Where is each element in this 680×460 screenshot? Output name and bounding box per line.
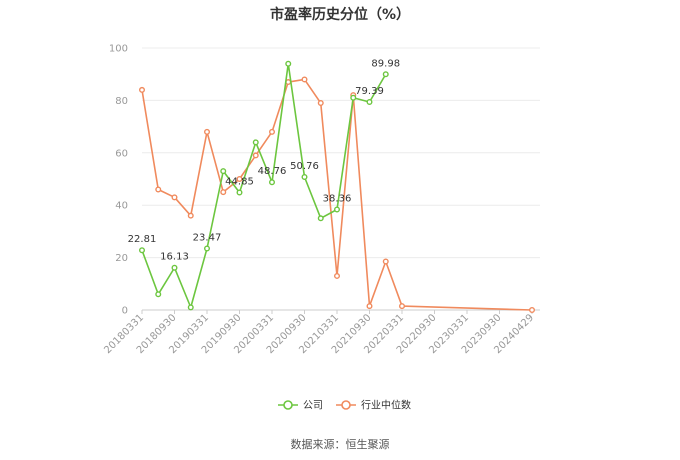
data-label: 48.76 xyxy=(258,166,287,177)
series-line-company xyxy=(141,62,387,309)
company-point xyxy=(171,264,178,271)
industry-median-point xyxy=(317,100,324,107)
industry-median-point xyxy=(155,186,162,193)
industry-median-point xyxy=(252,152,259,159)
company-point xyxy=(301,174,308,181)
company-point xyxy=(269,179,276,186)
industry-median-point xyxy=(138,86,145,93)
data-label: 44.85 xyxy=(225,176,254,187)
chart-legend: 公司 行业中位数 xyxy=(278,399,411,412)
data-label: 16.13 xyxy=(160,252,189,263)
data-label: 38.36 xyxy=(323,193,352,204)
y-tick-label: 60 xyxy=(115,148,128,159)
company-point xyxy=(252,139,259,146)
company-point xyxy=(155,291,162,298)
y-tick-label: 40 xyxy=(115,201,128,212)
industry-median-point xyxy=(399,303,406,310)
chart-title: 市盈率历史分位（%） xyxy=(269,7,411,23)
data-label: 23.47 xyxy=(193,233,222,244)
legend-industry-median: 行业中位数 xyxy=(336,399,411,412)
industry-median-point xyxy=(301,76,308,83)
industry-median-point xyxy=(382,258,389,265)
industry-median-point xyxy=(334,272,341,279)
series-line-industry-median xyxy=(141,78,533,311)
company-point xyxy=(236,189,243,196)
legend-company: 公司 xyxy=(278,400,323,412)
industry-median-point xyxy=(236,175,243,182)
company-point xyxy=(220,168,227,175)
industry-median-point xyxy=(203,128,210,135)
company-point xyxy=(382,71,389,78)
company-point xyxy=(350,94,357,101)
y-tick-label: 0 xyxy=(122,306,128,317)
company-point xyxy=(187,304,194,311)
company-point xyxy=(285,60,292,67)
data-label: 89.98 xyxy=(371,58,400,69)
industry-median-point xyxy=(529,307,536,314)
chart-series xyxy=(138,60,536,314)
legend-label: 行业中位数 xyxy=(361,399,411,412)
company-point xyxy=(138,247,145,254)
industry-median-point xyxy=(269,128,276,135)
company-point xyxy=(366,98,373,105)
legend-marker xyxy=(341,400,351,410)
company-point xyxy=(334,206,341,213)
company-point xyxy=(203,245,210,252)
data-label: 50.76 xyxy=(290,161,319,172)
y-tick-label: 100 xyxy=(109,44,128,55)
industry-median-point xyxy=(220,189,227,196)
industry-median-point xyxy=(171,194,178,201)
industry-median-point xyxy=(366,303,373,310)
chart-grid xyxy=(142,47,540,311)
data-label: 22.81 xyxy=(128,234,157,245)
legend-label: 公司 xyxy=(303,401,323,412)
y-tick-label: 20 xyxy=(115,253,128,264)
data-source: 数据来源：恒生聚源 xyxy=(290,438,390,451)
industry-median-point xyxy=(187,212,194,219)
data-label: 79.39 xyxy=(355,86,384,97)
chart-axes: 0204060801002018033120180930201903312019… xyxy=(102,44,536,357)
company-point xyxy=(317,215,324,222)
y-tick-label: 80 xyxy=(115,96,128,107)
legend-marker xyxy=(283,400,293,410)
